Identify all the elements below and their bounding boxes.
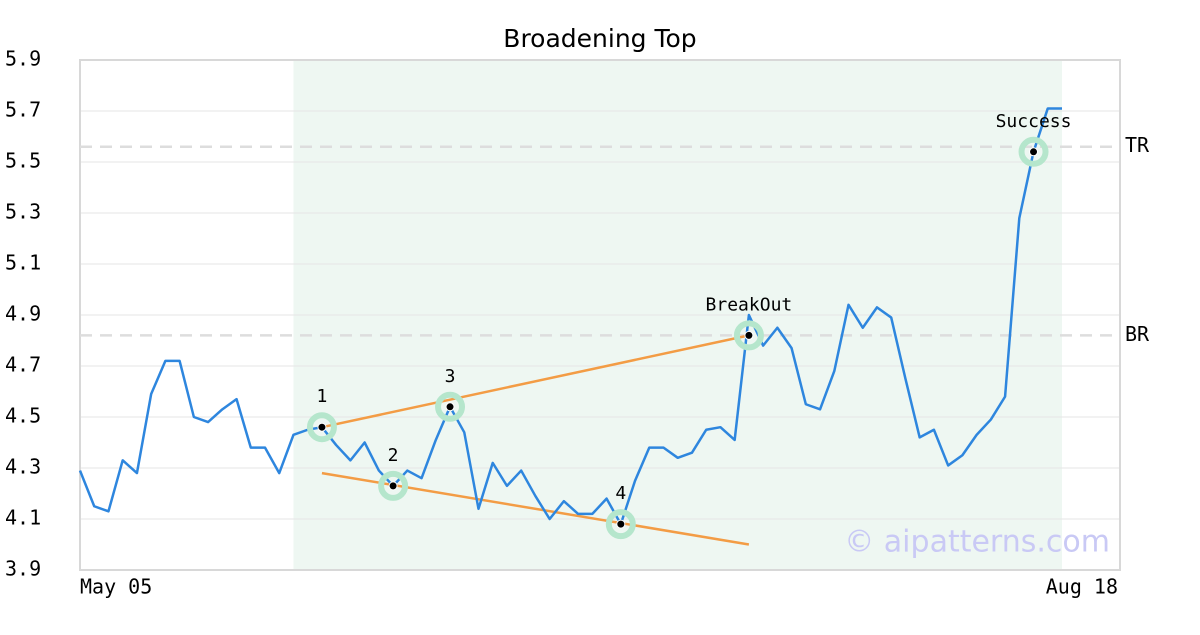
- pattern-point: [744, 330, 754, 340]
- x-tick-label: Aug 18: [1046, 575, 1118, 599]
- y-tick-label: 5.1: [5, 251, 41, 275]
- pattern-point: [1029, 147, 1039, 157]
- pattern-point-label: 4: [615, 483, 626, 504]
- pattern-point: [317, 422, 327, 432]
- y-tick-label: 4.9: [5, 302, 41, 326]
- x-tick-label: May 05: [80, 575, 152, 599]
- pattern-point-halo: [378, 470, 409, 501]
- reference-label: BR: [1125, 322, 1150, 346]
- plot-frame: [79, 59, 1121, 571]
- pattern-point-label: 1: [317, 386, 328, 407]
- y-tick-label: 4.7: [5, 353, 41, 377]
- y-tick-label: 4.5: [5, 404, 41, 428]
- y-tick-label: 5.3: [5, 200, 41, 224]
- trendline: [321, 334, 750, 429]
- y-tick-label: 5.9: [5, 47, 41, 71]
- pattern-point-label: 2: [388, 445, 399, 466]
- y-tick-label: 5.7: [5, 98, 41, 122]
- pattern-point-label: Success: [996, 111, 1072, 132]
- pattern-point-halo: [733, 320, 764, 351]
- pattern-point-label: 3: [445, 366, 456, 387]
- watermark: © aipatterns.com: [844, 525, 1110, 560]
- y-tick-label: 3.9: [5, 557, 41, 581]
- pattern-point: [388, 481, 398, 491]
- pattern-point: [616, 519, 626, 529]
- pattern-point-label: BreakOut: [706, 294, 793, 315]
- y-tick-label: 5.5: [5, 149, 41, 173]
- y-tick-label: 4.1: [5, 506, 41, 530]
- pattern-point-halo: [1018, 136, 1049, 167]
- pattern-point-halo: [306, 412, 337, 443]
- reference-label: TR: [1125, 133, 1150, 157]
- pattern-point-halo: [605, 509, 636, 540]
- price-line: [78, 107, 1062, 526]
- pattern-point-halo: [435, 391, 466, 422]
- chart-title: Broadening Top: [503, 24, 696, 53]
- y-tick-label: 4.3: [5, 455, 41, 479]
- pattern-point: [445, 402, 455, 412]
